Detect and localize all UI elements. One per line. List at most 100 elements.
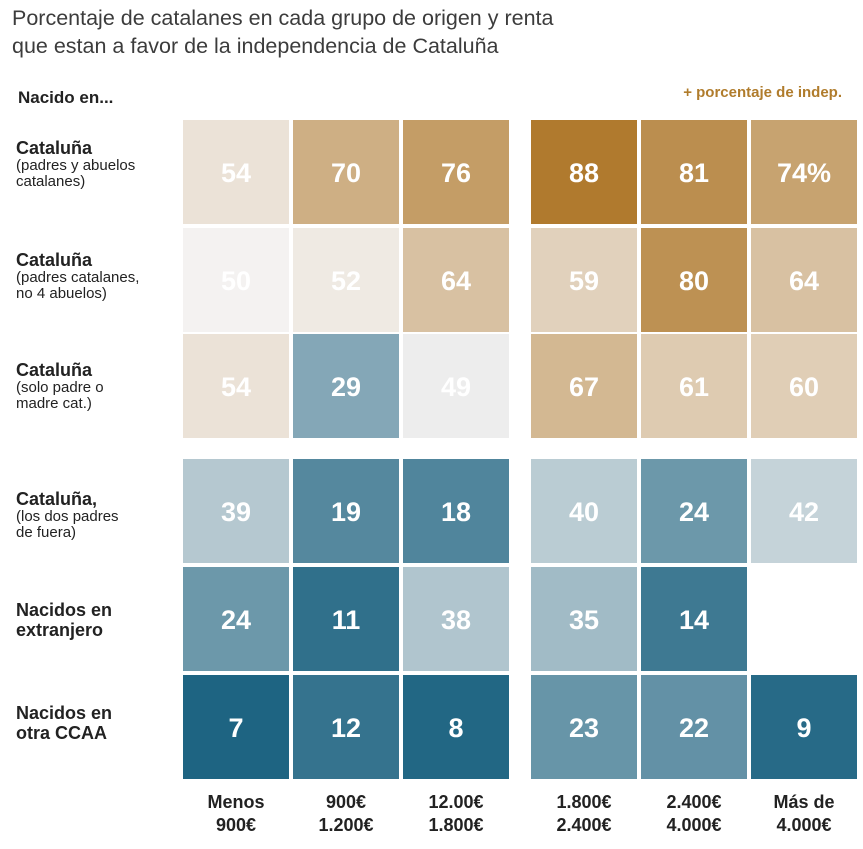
heatmap-cell-value: 64 [441, 266, 471, 296]
heatmap-cell-value: 42 [789, 497, 819, 527]
heatmap-cell-value: 74% [777, 158, 831, 188]
column-label-line: Más de [773, 792, 835, 812]
heatmap-cell-value: 40 [569, 497, 599, 527]
row-label: Cataluña, (los dos padres de fuera) [16, 489, 119, 541]
column-label-line: 4.000€ [666, 815, 722, 835]
heatmap-cell [293, 567, 399, 671]
heatmap-cell [751, 228, 857, 332]
heatmap-cell-value: 81 [679, 158, 709, 188]
heatmap-cell-value: 38 [441, 605, 471, 635]
heatmap-cell-value: 8 [448, 713, 463, 743]
heatmap-cell-value: 61 [679, 372, 709, 402]
column-label-line: 2.400€ [556, 815, 612, 835]
heatmap-cell [751, 459, 857, 563]
heatmap-cell [183, 459, 289, 563]
column-label-line: 1.200€ [318, 815, 374, 835]
row-label-sub: (los dos padres [16, 508, 119, 525]
heatmap-cell-value: 23 [569, 713, 599, 743]
heatmap-cell-value: 60 [789, 372, 819, 402]
row-label-sub: de fuera) [16, 524, 77, 541]
heatmap-cell-value: 54 [221, 158, 251, 188]
column-label-line: 12.00€ [428, 792, 484, 812]
row-label: Cataluña (padres y abuelos catalanes) [16, 138, 135, 190]
row-label-main: Nacidos en [16, 600, 113, 620]
heatmap-cell [183, 567, 289, 671]
heatmap-cell-value: 39 [221, 497, 251, 527]
row-label-main: Cataluña [16, 360, 93, 380]
heatmap-cell-value: 9 [796, 713, 811, 743]
row-label: Nacidos en extranjero [16, 600, 112, 640]
row-label-main: otra CCAA [16, 723, 108, 743]
heatmap-cell-value: 29 [331, 372, 361, 402]
heatmap-cell [293, 334, 399, 438]
row-label: Cataluña (solo padre o madre cat.) [16, 360, 104, 412]
heatmap-cell-value: 52 [331, 266, 361, 296]
subtitle-line-2: que estan a favor de la independencia de… [12, 34, 499, 58]
heatmap-cell-value: 88 [569, 158, 599, 188]
heatmap-cell [641, 120, 747, 224]
heatmap-cell [403, 228, 509, 332]
row-label-sub: (padres catalanes, [16, 269, 140, 286]
heatmap-cell-value: 19 [331, 497, 361, 527]
heatmap-cell [403, 459, 509, 563]
heatmap-cell [293, 459, 399, 563]
heatmap-cell [403, 334, 509, 438]
heatmap-cell-value: 59 [569, 266, 599, 296]
column-label: 1.800€ 2.400€ [531, 791, 637, 837]
heatmap-cell [531, 228, 637, 332]
column-label: 12.00€ 1.800€ [403, 791, 509, 837]
heatmap-cell-value: 7 [228, 713, 243, 743]
heatmap-cell [183, 120, 289, 224]
heatmap-cell [751, 120, 857, 224]
heatmap-cell [293, 228, 399, 332]
row-label-main: Cataluña [16, 250, 93, 270]
heatmap-cell-value: 22 [679, 713, 709, 743]
heatmap-cell [641, 459, 747, 563]
subtitle-line-1: Porcentaje de catalanes en cada grupo de… [12, 6, 554, 30]
heatmap-cell [531, 675, 637, 779]
heatmap-cell [183, 675, 289, 779]
column-label: 2.400€ 4.000€ [641, 791, 747, 837]
heatmap-cell [293, 120, 399, 224]
heatmap-cell-value: 12 [331, 713, 361, 743]
heatmap-cell [751, 675, 857, 779]
heatmap-cell-value: 67 [569, 372, 599, 402]
heatmap-cell-value: 24 [221, 605, 251, 635]
column-label-line: Menos [207, 792, 265, 812]
heatmap-cell [531, 567, 637, 671]
heatmap-cell [183, 228, 289, 332]
column-label-line: 2.400€ [666, 792, 722, 812]
heatmap-cell-value: 50 [221, 266, 251, 296]
column-label-line: 900€ [325, 792, 367, 812]
column-label-line: 900€ [215, 815, 257, 835]
column-label-line: 1.800€ [556, 792, 612, 812]
heatmap-cell [641, 675, 747, 779]
heatmap-cell-value: 14 [679, 605, 709, 635]
heatmap-cell-value: 54 [221, 372, 251, 402]
heatmap-cell-value: 76 [441, 158, 471, 188]
row-label: Nacidos en otra CCAA [16, 703, 112, 743]
row-label: Cataluña (padres catalanes, no 4 abuelos… [16, 250, 139, 302]
heatmap-cell [293, 675, 399, 779]
heatmap-cell-value: 49 [441, 372, 471, 402]
row-label-sub: (solo padre o [16, 379, 104, 396]
row-label-sub: catalanes) [16, 173, 86, 190]
heatmap-cell [641, 228, 747, 332]
heatmap-cell-value: 18 [441, 497, 471, 527]
heatmap-cell [183, 334, 289, 438]
row-header: Nacido en... [18, 88, 114, 107]
row-label-sub: madre cat.) [16, 395, 92, 412]
heatmap-cell [641, 567, 747, 671]
heatmap-cell [403, 120, 509, 224]
heatmap-cell [531, 120, 637, 224]
row-label-main: Nacidos en [16, 703, 113, 723]
heatmap-cell-value: 35 [569, 605, 599, 635]
column-label-line: 1.800€ [428, 815, 484, 835]
heatmap-cell [641, 334, 747, 438]
column-label-line: 4.000€ [776, 815, 832, 835]
row-label-sub: no 4 abuelos) [16, 285, 107, 302]
heatmap-cell-value: 24 [679, 497, 709, 527]
chart-subtitle: Porcentaje de catalanes en cada grupo de… [12, 4, 812, 60]
heatmap-cell [751, 334, 857, 438]
